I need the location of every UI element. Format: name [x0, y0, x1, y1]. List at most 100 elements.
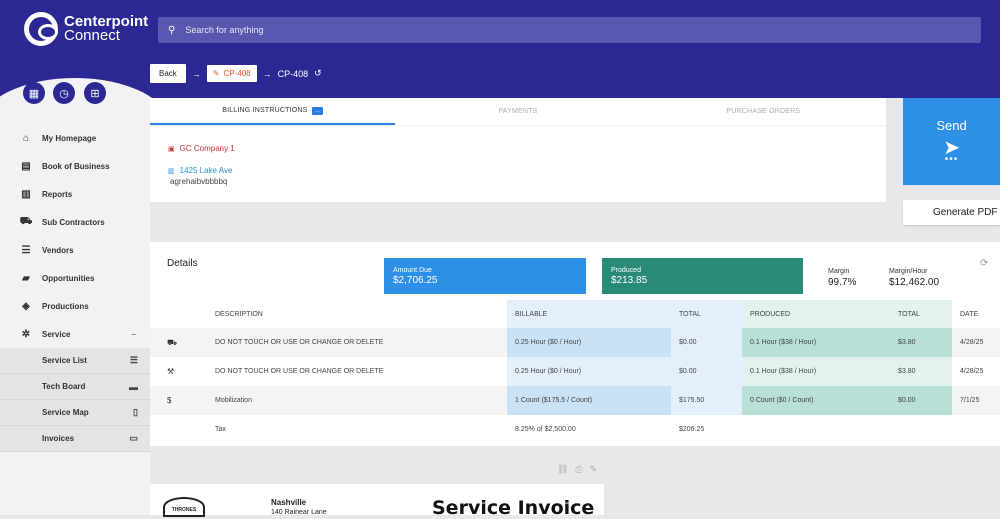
row-date: 4/28/25	[960, 368, 984, 375]
link-icon[interactable]: ⛓	[557, 464, 569, 474]
col-date: DATE	[960, 310, 979, 318]
sidebar-subitem-service-map[interactable]: Service Map ▯	[0, 400, 150, 426]
breadcrumb-chip[interactable]: ✎ CP-408	[206, 65, 257, 82]
invoice-street: 140 Rainear Lane	[271, 509, 327, 516]
sidebar-nav: ⌂ My Homepage ▤ Book of Business ▥ Repor…	[0, 124, 150, 452]
sidebar-item-my-homepage[interactable]: ⌂ My Homepage	[0, 124, 150, 152]
tab-payments[interactable]: PAYMENTS	[395, 98, 640, 125]
produced-tile: Produced $213.85	[602, 258, 803, 294]
margin-hour-value: $12,462.00	[889, 277, 940, 288]
billing-note: agrehaibvbbbbq	[170, 177, 228, 186]
company-link[interactable]: ▣ GC Company 1	[168, 144, 235, 153]
tab-badge: ...	[311, 106, 324, 115]
row-description: Mobilization	[215, 397, 252, 404]
table-row[interactable]: ⛟ DO NOT TOUCH OR USE OR CHANGE OR DELET…	[150, 328, 1000, 357]
add-note-icon[interactable]: ⊞	[84, 82, 106, 104]
amount-due-label: Amount Due	[393, 267, 432, 274]
invoice-city: Nashville	[271, 498, 307, 507]
logo-line-1: Centerpoint	[64, 13, 149, 30]
details-card: Details Amount Due $2,706.25 Produced $2…	[150, 242, 1000, 446]
row-billable: 1 Count ($175.5 / Count)	[507, 386, 671, 415]
address-link[interactable]: ▥ 1425 Lake Ave	[168, 166, 232, 175]
calendar-icon[interactable]: ▦	[23, 82, 45, 104]
amount-due-value: $2,706.25	[393, 275, 438, 286]
truck-icon: ⛟	[19, 215, 33, 227]
breadcrumb-current: CP-408	[277, 68, 309, 79]
sidebar-item-productions[interactable]: ◈ Productions	[0, 292, 150, 320]
table-header: DESCRIPTION BILLABLE TOTAL PRODUCED TOTA…	[150, 300, 1000, 328]
invoice-tools: ⛓ ⎙ ✎	[557, 464, 597, 475]
folder-icon: ▰	[22, 272, 30, 284]
row-total-produced: $3.80	[890, 328, 952, 357]
tab-purchase-orders[interactable]: PURCHASE ORDERS	[641, 98, 886, 125]
row-billable: 0.25 Hour ($0 / Hour)	[507, 357, 671, 386]
row-produced: 0 Count ($0 / Count)	[742, 386, 890, 415]
sidebar-item-label: Opportunities	[42, 273, 95, 283]
history-icon[interactable]: ↺	[314, 68, 322, 78]
sidebar-subitem-label: Service Map	[42, 408, 89, 417]
board-icon: ▬	[129, 381, 138, 392]
sidebar-item-label: My Homepage	[42, 133, 97, 143]
send-button[interactable]: Send ➤ •••	[903, 98, 1000, 185]
sidebar-item-label: Book of Business	[42, 161, 110, 171]
sidebar: Centerpoint Connect ▦ ◷ ⊞ ⌂ My Homepage …	[0, 0, 170, 515]
sidebar-item-vendors[interactable]: ☰ Vendors	[0, 236, 150, 264]
print-icon[interactable]: ⎙	[575, 464, 583, 474]
header-band	[0, 0, 1000, 98]
wrench-icon: ⚒	[167, 367, 175, 376]
sidebar-subitem-label: Service List	[42, 356, 87, 365]
sidebar-subitem-service-list[interactable]: Service List ☰	[0, 348, 150, 374]
list-icon: ☰	[129, 355, 138, 365]
row-produced: 0.1 Hour ($38 / Hour)	[742, 328, 890, 357]
collapse-icon[interactable]: –	[131, 329, 136, 339]
sidebar-subitem-label: Tech Board	[42, 382, 86, 391]
sidebar-subitem-invoices[interactable]: Invoices ▭	[0, 426, 150, 452]
margin-label: Margin	[828, 268, 850, 275]
edit-icon[interactable]: ✎	[589, 464, 598, 474]
credit-card-icon: ▭	[129, 433, 138, 443]
row-date: 4/28/25	[960, 339, 984, 346]
tab-label: PAYMENTS	[498, 108, 538, 115]
search-icon: ⚲	[168, 24, 176, 36]
back-button[interactable]: Back	[150, 64, 186, 83]
col-total-produced: TOTAL	[890, 300, 952, 328]
row-date: 7/1/25	[960, 397, 980, 404]
sidebar-item-book-of-business[interactable]: ▤ Book of Business	[0, 152, 150, 180]
sidebar-item-label: Productions	[42, 301, 89, 311]
sidebar-item-service[interactable]: ✲ Service –	[0, 320, 150, 348]
tab-label: BILLING INSTRUCTIONS	[222, 107, 308, 114]
sidebar-item-sub-contractors[interactable]: ⛟ Sub Contractors	[0, 208, 150, 236]
refresh-icon[interactable]: ⟳	[980, 258, 989, 269]
row-total-produced: $0.00	[890, 386, 952, 415]
col-produced: PRODUCED	[742, 300, 890, 328]
table-row[interactable]: ⚒ DO NOT TOUCH OR USE OR CHANGE OR DELET…	[150, 357, 1000, 386]
invoice-title: Service Invoice	[432, 497, 595, 519]
truck-icon: ⛟	[167, 337, 178, 347]
address-text: 1425 Lake Ave	[179, 166, 233, 175]
tax-total: $206.25	[679, 426, 705, 433]
app-logo[interactable]: Centerpoint Connect	[24, 12, 148, 46]
table-row[interactable]: $ Mobilization 1 Count ($175.5 / Count) …	[150, 386, 1000, 415]
bar-chart-icon: ▥	[21, 188, 31, 200]
search-input[interactable]	[185, 25, 886, 35]
map-icon: ▯	[133, 407, 138, 417]
row-total: $175.50	[671, 386, 742, 415]
generate-pdf-button[interactable]: Generate PDF I	[903, 200, 1000, 225]
tax-label: Tax	[215, 426, 226, 433]
sidebar-item-opportunities[interactable]: ▰ Opportunities	[0, 264, 150, 292]
margin-hour-label: Margin/Hour	[889, 268, 928, 275]
sidebar-subitem-tech-board[interactable]: Tech Board ▬	[0, 374, 150, 400]
tax-rate: 8.25% of $2,500.00	[515, 426, 576, 433]
row-produced: 0.1 Hour ($38 / Hour)	[742, 357, 890, 386]
send-label: Send	[936, 118, 967, 133]
sidebar-item-label: Service	[42, 329, 71, 339]
timer-icon[interactable]: ◷	[53, 82, 75, 104]
dollar-icon: $	[167, 396, 172, 405]
tab-billing-instructions[interactable]: BILLING INSTRUCTIONS ...	[150, 98, 396, 125]
search-bar[interactable]: ⚲	[158, 17, 981, 43]
details-title: Details	[167, 258, 198, 269]
produced-label: Produced	[611, 267, 641, 274]
more-dots[interactable]: •••	[944, 154, 959, 165]
sidebar-item-reports[interactable]: ▥ Reports	[0, 180, 150, 208]
company-name: GC Company 1	[179, 144, 235, 153]
